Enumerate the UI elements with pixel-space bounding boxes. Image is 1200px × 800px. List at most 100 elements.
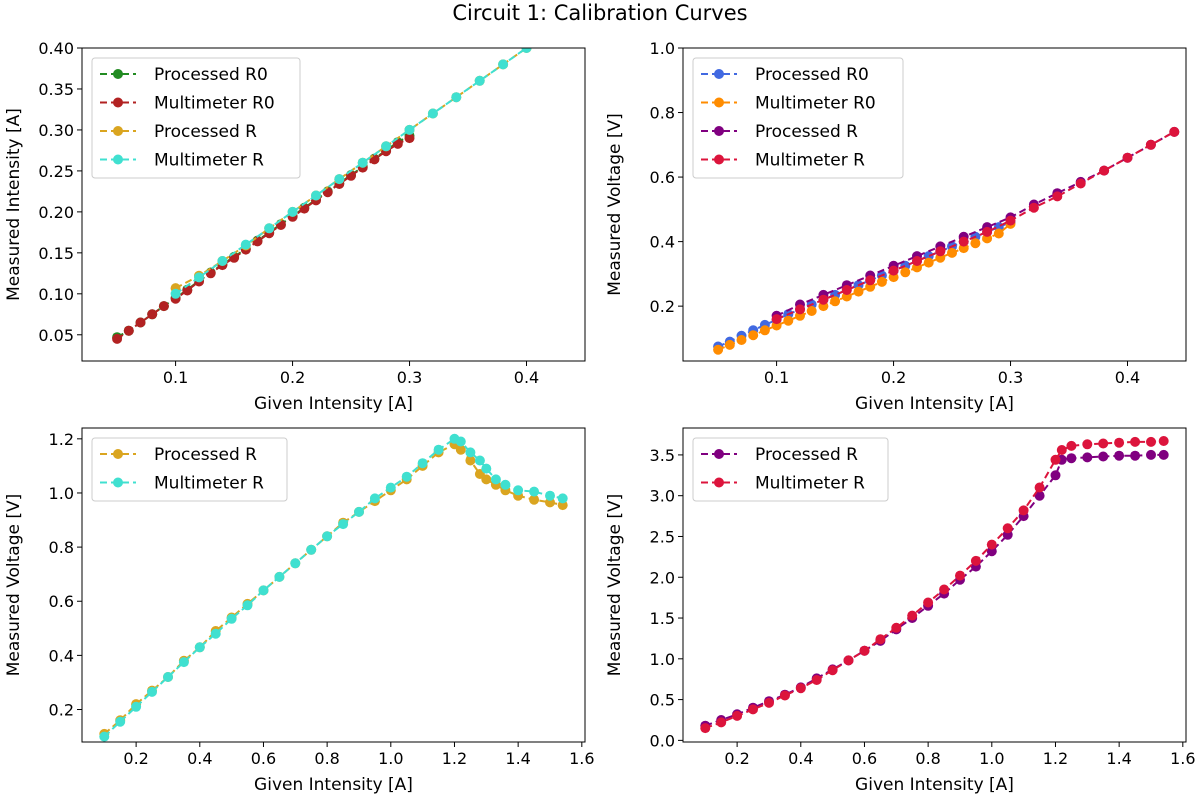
figure-title: Circuit 1: Calibration Curves [452, 1, 748, 25]
data-point [748, 704, 758, 715]
data-point [474, 75, 485, 86]
legend-entry: Processed R0 [100, 65, 268, 85]
data-point [381, 141, 392, 152]
x-tick-label: 1.2 [1043, 749, 1068, 768]
data-point [481, 463, 492, 474]
series-multimeter-r0 [112, 133, 415, 344]
subplot-top-right: 0.1 0.2 0.3 0.4 0.2 0.4 0.6 0.8 1.0 Given Intensi… [605, 39, 1187, 414]
data-point [451, 92, 462, 103]
data-point [1034, 490, 1045, 501]
axes-frame [81, 47, 586, 362]
data-point [306, 544, 317, 555]
data-point [338, 519, 349, 530]
data-point [112, 333, 123, 344]
y-tick-label: 0.05 [38, 326, 74, 345]
data-point [557, 493, 568, 504]
data-point [170, 288, 181, 299]
data-point [986, 539, 997, 550]
data-point [1158, 436, 1169, 446]
data-point [955, 570, 965, 581]
data-point [1056, 445, 1067, 455]
x-tick-label: 1.6 [1170, 749, 1195, 768]
legend-entry: Multimeter R [701, 474, 865, 494]
y-axis-label: Measured Voltage [V] [4, 494, 24, 677]
data-point [795, 304, 805, 315]
data-point [841, 285, 852, 295]
data-point [287, 206, 298, 217]
data-point [891, 622, 902, 633]
data-point [158, 301, 169, 312]
data-point [1066, 440, 1077, 451]
data-point [1082, 439, 1093, 450]
data-point [385, 482, 396, 493]
data-point [545, 490, 555, 501]
series-processed-r0 [713, 217, 1016, 352]
data-point [843, 655, 854, 666]
x-tick-label: 1.6 [569, 749, 594, 768]
plot-area [112, 48, 532, 344]
legend-entry: Multimeter R [701, 151, 865, 171]
series-multimeter-r [99, 433, 568, 742]
data-point [490, 474, 501, 485]
data-point [147, 686, 157, 697]
data-point [135, 317, 146, 328]
data-point [1145, 139, 1156, 150]
data-point [827, 665, 838, 676]
axes-frame [682, 47, 1187, 362]
data-point [859, 645, 870, 656]
series-line [717, 223, 1012, 351]
y-tick-label: 1.0 [650, 39, 675, 58]
data-point [716, 717, 727, 728]
data-point [455, 436, 466, 447]
data-point [1098, 438, 1109, 449]
legend-marker [714, 154, 724, 165]
y-axis-label: Measured Intensity [A] [4, 108, 24, 301]
data-point [290, 558, 301, 569]
data-point [529, 486, 540, 497]
data-point [521, 48, 532, 53]
y-axis-label: Measured Voltage [V] [605, 494, 625, 677]
y-tick-label: 2.5 [650, 527, 675, 546]
x-axis-label: Given Intensity [A] [254, 775, 413, 795]
data-point [853, 286, 864, 297]
data-point [433, 444, 444, 455]
y-tick-label: 0.0 [650, 731, 675, 750]
x-tick-label: 0.4 [788, 749, 813, 768]
data-point [455, 444, 466, 455]
legend-label: Multimeter R0 [755, 94, 876, 114]
legend-label: Processed R0 [154, 65, 268, 85]
data-point [513, 485, 524, 496]
legend-marker [714, 477, 724, 488]
x-axis-label: Given Intensity [A] [855, 775, 1014, 795]
data-point [1169, 126, 1180, 137]
data-point [1075, 178, 1086, 189]
legend-marker [714, 126, 724, 136]
data-point [274, 571, 285, 582]
data-point [1082, 452, 1093, 463]
data-point [299, 203, 310, 214]
legend: Processed R Multimeter R [692, 437, 889, 502]
legend-marker [113, 154, 123, 165]
y-tick-label: 3.5 [650, 446, 675, 465]
x-tick-label: 1.0 [378, 749, 403, 768]
legend: Processed R0 Multimeter R0 Processed R Mult… [91, 57, 301, 179]
x-tick-label: 0.2 [123, 749, 148, 768]
legend-label: Processed R0 [755, 65, 869, 85]
data-point [322, 531, 333, 542]
legend-label: Multimeter R [755, 151, 865, 171]
data-point [529, 494, 540, 505]
subplot-top-left: 0.1 0.2 0.3 0.4 0.05 0.10 0.15 0.20 0.25 0.30 0.35… [4, 39, 586, 414]
y-tick-label: 0.4 [49, 646, 74, 665]
legend-label: Multimeter R [154, 151, 264, 171]
data-point [354, 506, 364, 517]
legend-marker [113, 126, 123, 136]
data-point [392, 138, 403, 149]
data-point [194, 642, 205, 653]
legend-entry: Processed R0 [701, 65, 869, 85]
data-point [865, 275, 876, 286]
y-tick-label: 0.40 [38, 39, 74, 58]
legend-label: Multimeter R [755, 474, 865, 494]
y-tick-label: 0.35 [38, 80, 74, 99]
legend-label: Processed R [755, 122, 858, 142]
